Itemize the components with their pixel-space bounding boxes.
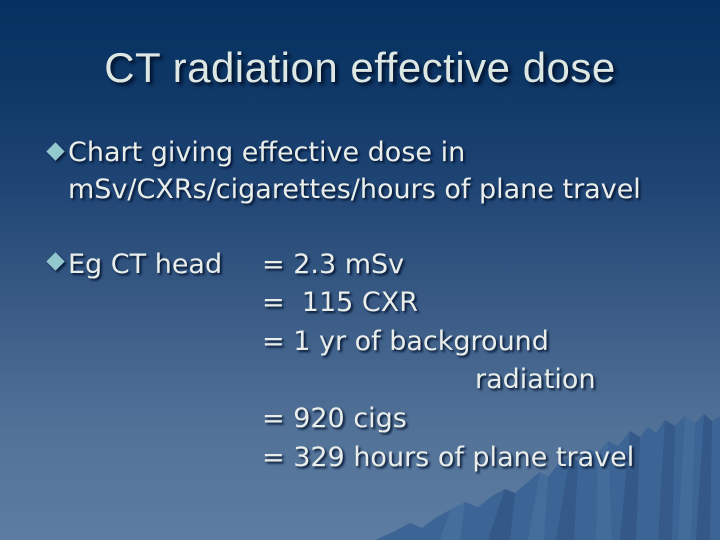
dose-equivalence-background-wrap: radiation (475, 364, 596, 395)
dose-equivalence-plane: = 329 hours of plane travel (262, 442, 635, 473)
diamond-shape (46, 252, 65, 271)
dose-equivalence-msv: = 2.3 mSv (262, 249, 405, 280)
diamond-bullet-icon (46, 252, 65, 271)
dose-example-label: Eg CT head (68, 249, 223, 280)
dose-equivalence-cxr: = 115 CXR (262, 287, 419, 318)
diamond-bullet-icon (46, 142, 65, 161)
mountain-range-graphic (375, 414, 720, 540)
slide-title: CT radiation effective dose (104, 44, 616, 91)
dose-equivalence-cigs: = 920 cigs (262, 403, 407, 434)
dose-equivalence-background: = 1 yr of background (262, 326, 549, 357)
bullet1-text-line2: mSv/CXRs/cigarettes/hours of plane trave… (68, 174, 641, 205)
diamond-shape (46, 142, 65, 161)
bullet1-text-line1: Chart giving effective dose in (68, 137, 466, 168)
